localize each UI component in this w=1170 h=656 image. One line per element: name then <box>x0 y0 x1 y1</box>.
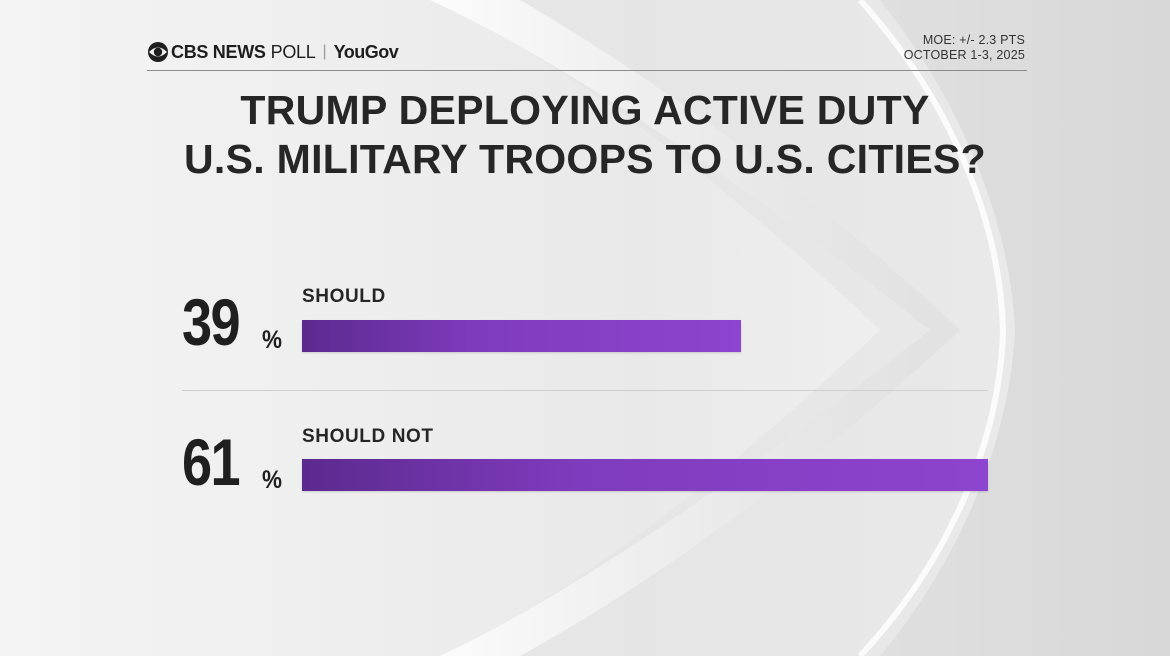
header-divider <box>147 70 1027 71</box>
cbs-eye-icon <box>148 42 168 62</box>
value-label-should: 39 % <box>182 275 297 355</box>
chart-title: TRUMP DEPLOYING ACTIVE DUTY U.S. MILITAR… <box>0 86 1170 184</box>
brand-logo: CBS NEWS POLL | YouGov <box>147 40 399 64</box>
bar-should-not <box>302 459 988 491</box>
brand-separator: | <box>322 43 327 60</box>
percent-sign: % <box>262 466 283 494</box>
partner-name: YouGov <box>333 41 399 62</box>
percent-sign: % <box>262 326 283 354</box>
category-label-should-not: SHOULD NOT <box>302 426 434 447</box>
poll-dates: OCTOBER 1-3, 2025 <box>903 48 1025 62</box>
title-line-1: TRUMP DEPLOYING ACTIVE DUTY <box>240 87 930 133</box>
value-number: 61 <box>182 425 241 499</box>
brand-name: CBS NEWS <box>171 41 266 62</box>
poll-meta: MOE: +/- 2.3 PTS OCTOBER 1-3, 2025 <box>904 33 1025 63</box>
brand-poll: POLL <box>270 41 316 62</box>
bar-should <box>302 320 741 352</box>
title-line-2: U.S. MILITARY TROOPS TO U.S. CITIES? <box>183 136 986 182</box>
row-divider <box>182 390 988 391</box>
margin-of-error: MOE: +/- 2.3 PTS <box>922 33 1025 47</box>
value-number: 39 <box>182 285 241 359</box>
category-label-should: SHOULD <box>302 286 386 307</box>
value-label-should-not: 61 % <box>182 415 297 495</box>
